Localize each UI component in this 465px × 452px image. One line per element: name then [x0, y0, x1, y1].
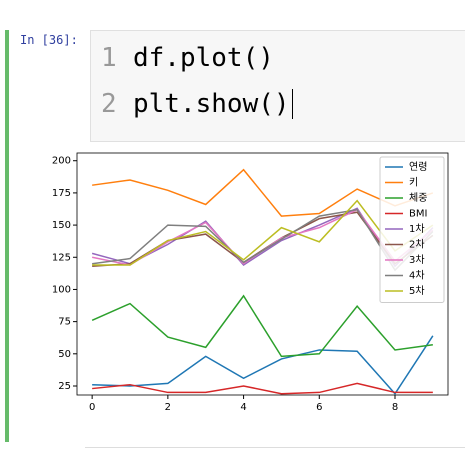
- line-number: 2: [101, 89, 117, 119]
- series-line: [92, 382, 433, 395]
- legend-label: 3차: [409, 254, 425, 266]
- legend-label: 키: [409, 177, 418, 189]
- legend-label: 4차: [409, 270, 425, 282]
- legend-label: 5차: [409, 285, 425, 297]
- x-tick-label: 2: [165, 402, 171, 413]
- series-line: [92, 199, 434, 266]
- y-tick-label: 75: [58, 317, 71, 328]
- series-line: [92, 208, 434, 272]
- line-number: 1: [101, 43, 117, 73]
- legend-label: 1차: [409, 223, 425, 235]
- legend-label: 연령: [409, 161, 427, 173]
- y-tick-label: 150: [52, 220, 71, 231]
- code-line: plt.show(): [133, 89, 293, 119]
- y-tick-label: 175: [52, 188, 71, 199]
- x-tick-label: 8: [392, 402, 398, 413]
- x-tick-label: 0: [89, 402, 95, 413]
- y-tick-label: 125: [52, 252, 71, 263]
- legend-label: BMI: [409, 209, 427, 220]
- series-line: [91, 294, 433, 358]
- series-line: [92, 168, 434, 217]
- y-tick-label: 100: [52, 284, 71, 295]
- axes-frame: [76, 152, 449, 396]
- legend-label: 2차: [409, 239, 425, 251]
- code-editor[interactable]: 1 df.plot() 2 plt.show(): [90, 30, 465, 142]
- x-tick-label: 4: [240, 402, 246, 413]
- y-tick-label: 50: [58, 349, 71, 360]
- code-line: df.plot(): [133, 43, 274, 73]
- series-line: [92, 335, 434, 395]
- legend-box: [379, 156, 445, 303]
- cell-marker: [5, 30, 9, 442]
- legend-label: 체중: [409, 192, 427, 204]
- prompt: In [36]:: [20, 33, 78, 47]
- y-tick-label: 25: [58, 381, 71, 392]
- y-tick-label: 200: [52, 156, 71, 167]
- x-tick-label: 6: [316, 402, 322, 413]
- separator: [85, 447, 465, 448]
